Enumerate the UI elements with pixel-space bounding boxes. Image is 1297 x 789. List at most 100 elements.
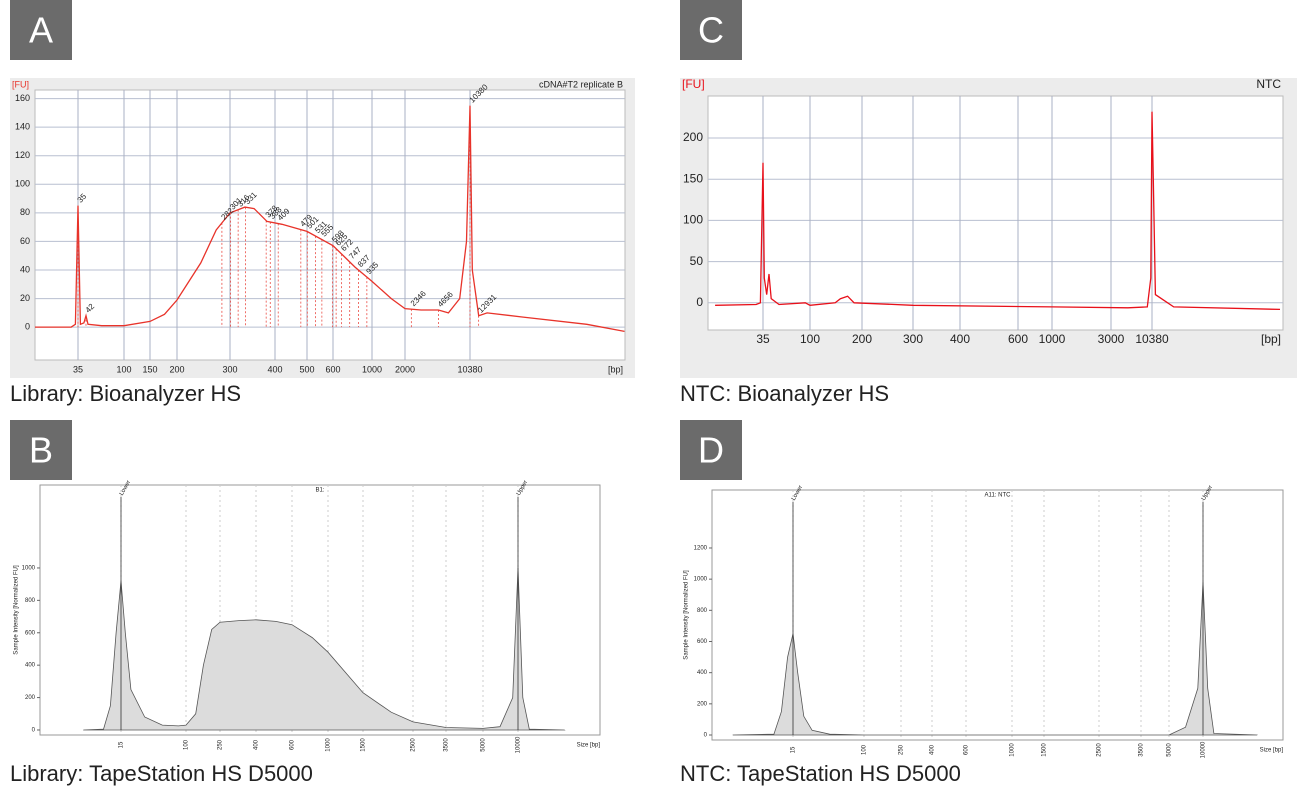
x-tick-label: 10380	[457, 364, 482, 374]
caption: NTC: TapeStation HS D5000	[680, 761, 961, 786]
x-tick-label: 3500	[444, 738, 450, 752]
y-axis-label: Sample Intensity [Normalized FU]	[684, 570, 690, 660]
x-tick-label: 5000	[1167, 743, 1173, 757]
y-tick-label: 400	[25, 663, 36, 669]
x-tick-label: 1000	[1010, 743, 1016, 757]
y-tick-label: 0	[25, 322, 30, 332]
plot-area	[34, 89, 626, 361]
y-tick-label: 0	[704, 733, 708, 739]
y-tick-label: 800	[697, 608, 708, 614]
y-tick-label: 1000	[22, 566, 36, 572]
y-tick-label: 140	[15, 122, 30, 132]
x-tick-label: 3000	[1098, 332, 1125, 346]
x-tick-label: 2000	[395, 364, 415, 374]
y-tick-label: 200	[25, 695, 36, 701]
y-tick-label: 1000	[694, 577, 708, 583]
y-tick-label: 100	[683, 213, 703, 227]
panel-letter-box	[680, 420, 742, 480]
y-tick-label: 150	[683, 171, 703, 185]
x-tick-label: 100	[800, 332, 820, 346]
x-tick-label: 5000	[481, 738, 487, 752]
x-tick-label: 600	[1008, 332, 1028, 346]
x-tick-label: 400	[950, 332, 970, 346]
x-tick-label: 400	[930, 744, 936, 755]
y-tick-label: 100	[15, 179, 30, 189]
x-tick-label: 15	[791, 746, 797, 753]
y-tick-label: 160	[15, 93, 30, 103]
y-tick-label: 600	[697, 639, 708, 645]
panel-letter-box	[680, 0, 742, 60]
x-tick-label: 200	[169, 364, 184, 374]
x-tick-label: 600	[290, 739, 296, 750]
x-tick-label: 300	[222, 364, 237, 374]
x-tick-label: 100	[116, 364, 131, 374]
x-tick-label: 10380	[1135, 332, 1169, 346]
x-tick-label: 100	[862, 744, 868, 755]
y-tick-label: 600	[25, 630, 36, 636]
y-tick-label: 200	[697, 701, 708, 707]
y-tick-label: 800	[25, 598, 36, 604]
x-axis-label: Size [bp]	[577, 743, 601, 749]
y-tick-label: 0	[696, 295, 703, 309]
caption: Library: Bioanalyzer HS	[10, 381, 241, 406]
x-axis-label: [bp]	[1261, 332, 1281, 346]
x-tick-label: 35	[73, 364, 83, 374]
chart-title: NTC	[1256, 77, 1281, 91]
plot-area	[707, 95, 1284, 331]
y-tick-label: 400	[697, 670, 708, 676]
panel-letter-box	[10, 0, 72, 60]
panel-letter: B	[29, 430, 53, 471]
panel-letter: D	[698, 430, 724, 471]
x-tick-label: 100	[184, 739, 190, 750]
trace-area	[732, 582, 1258, 736]
trace-area	[81, 567, 566, 731]
x-tick-label: 2500	[411, 738, 417, 752]
panel: B Library: TapeStation HS D5000 0 200 400 600…	[10, 420, 601, 786]
panel: C NTC: Bioanalyzer HS 0 50 100 150 200 35 100 200…	[680, 0, 1297, 406]
x-axis-label: Size [bp]	[1260, 748, 1284, 754]
x-tick-label: 1000	[326, 738, 332, 752]
x-tick-label: 1500	[361, 738, 367, 752]
caption: NTC: Bioanalyzer HS	[680, 381, 889, 406]
x-axis-label: [bp]	[608, 364, 623, 374]
panel: D NTC: TapeStation HS D5000 0 200 400 600 800 1…	[680, 420, 1284, 786]
y-tick-label: 0	[32, 728, 36, 734]
x-tick-label: 1000	[362, 364, 382, 374]
x-tick-label: 10000	[516, 736, 522, 753]
trace	[35, 105, 625, 333]
x-tick-label: 35	[756, 332, 770, 346]
x-tick-label: 1500	[1042, 743, 1048, 757]
x-tick-label: 500	[299, 364, 314, 374]
x-tick-label: 2500	[1097, 743, 1103, 757]
y-tick-label: 80	[20, 207, 30, 217]
y-axis-label: [FU]	[12, 79, 29, 89]
y-tick-label: 120	[15, 150, 30, 160]
x-tick-label: 150	[142, 364, 157, 374]
x-tick-label: 400	[254, 739, 260, 750]
trace	[715, 111, 1281, 311]
x-tick-label: 250	[218, 739, 224, 750]
panel-letter: C	[698, 10, 724, 51]
x-tick-label: 3500	[1139, 743, 1145, 757]
chart-title: A11: NTC	[985, 493, 1012, 499]
x-tick-label: 600	[325, 364, 340, 374]
panel: A Library: Bioanalyzer HS 0 20 40 60 80 100 120 1…	[10, 0, 635, 406]
x-tick-label: 200	[852, 332, 872, 346]
caption: Library: TapeStation HS D5000	[10, 761, 313, 786]
x-tick-label: 250	[899, 744, 905, 755]
y-tick-label: 1200	[694, 546, 708, 552]
y-tick-label: 40	[20, 264, 30, 274]
panel-letter-box	[10, 420, 72, 480]
panel-letter: A	[29, 10, 53, 51]
y-tick-label: 50	[690, 254, 704, 268]
x-tick-label: 300	[903, 332, 923, 346]
x-tick-label: 1000	[1039, 332, 1066, 346]
y-axis-label: Sample Intensity [Normalized FU]	[14, 565, 20, 655]
x-tick-label: 400	[267, 364, 282, 374]
chart-title: B1:	[315, 488, 324, 494]
x-tick-label: 600	[964, 744, 970, 755]
chart-title: cDNA#T2 replicate B	[539, 79, 623, 89]
y-tick-label: 20	[20, 293, 30, 303]
